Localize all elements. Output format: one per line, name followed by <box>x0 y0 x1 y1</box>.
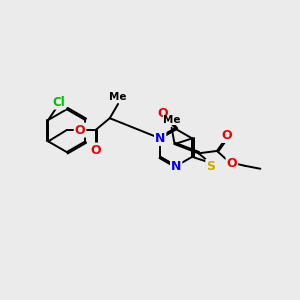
Text: O: O <box>75 124 86 136</box>
Text: O: O <box>157 107 168 120</box>
Text: Cl: Cl <box>52 96 65 109</box>
Text: O: O <box>226 157 237 170</box>
Text: Me: Me <box>109 92 127 102</box>
Text: O: O <box>222 129 232 142</box>
Text: Me: Me <box>163 115 180 125</box>
Text: N: N <box>171 160 181 172</box>
Text: O: O <box>90 143 101 157</box>
Text: S: S <box>206 160 215 172</box>
Text: N: N <box>155 132 165 145</box>
